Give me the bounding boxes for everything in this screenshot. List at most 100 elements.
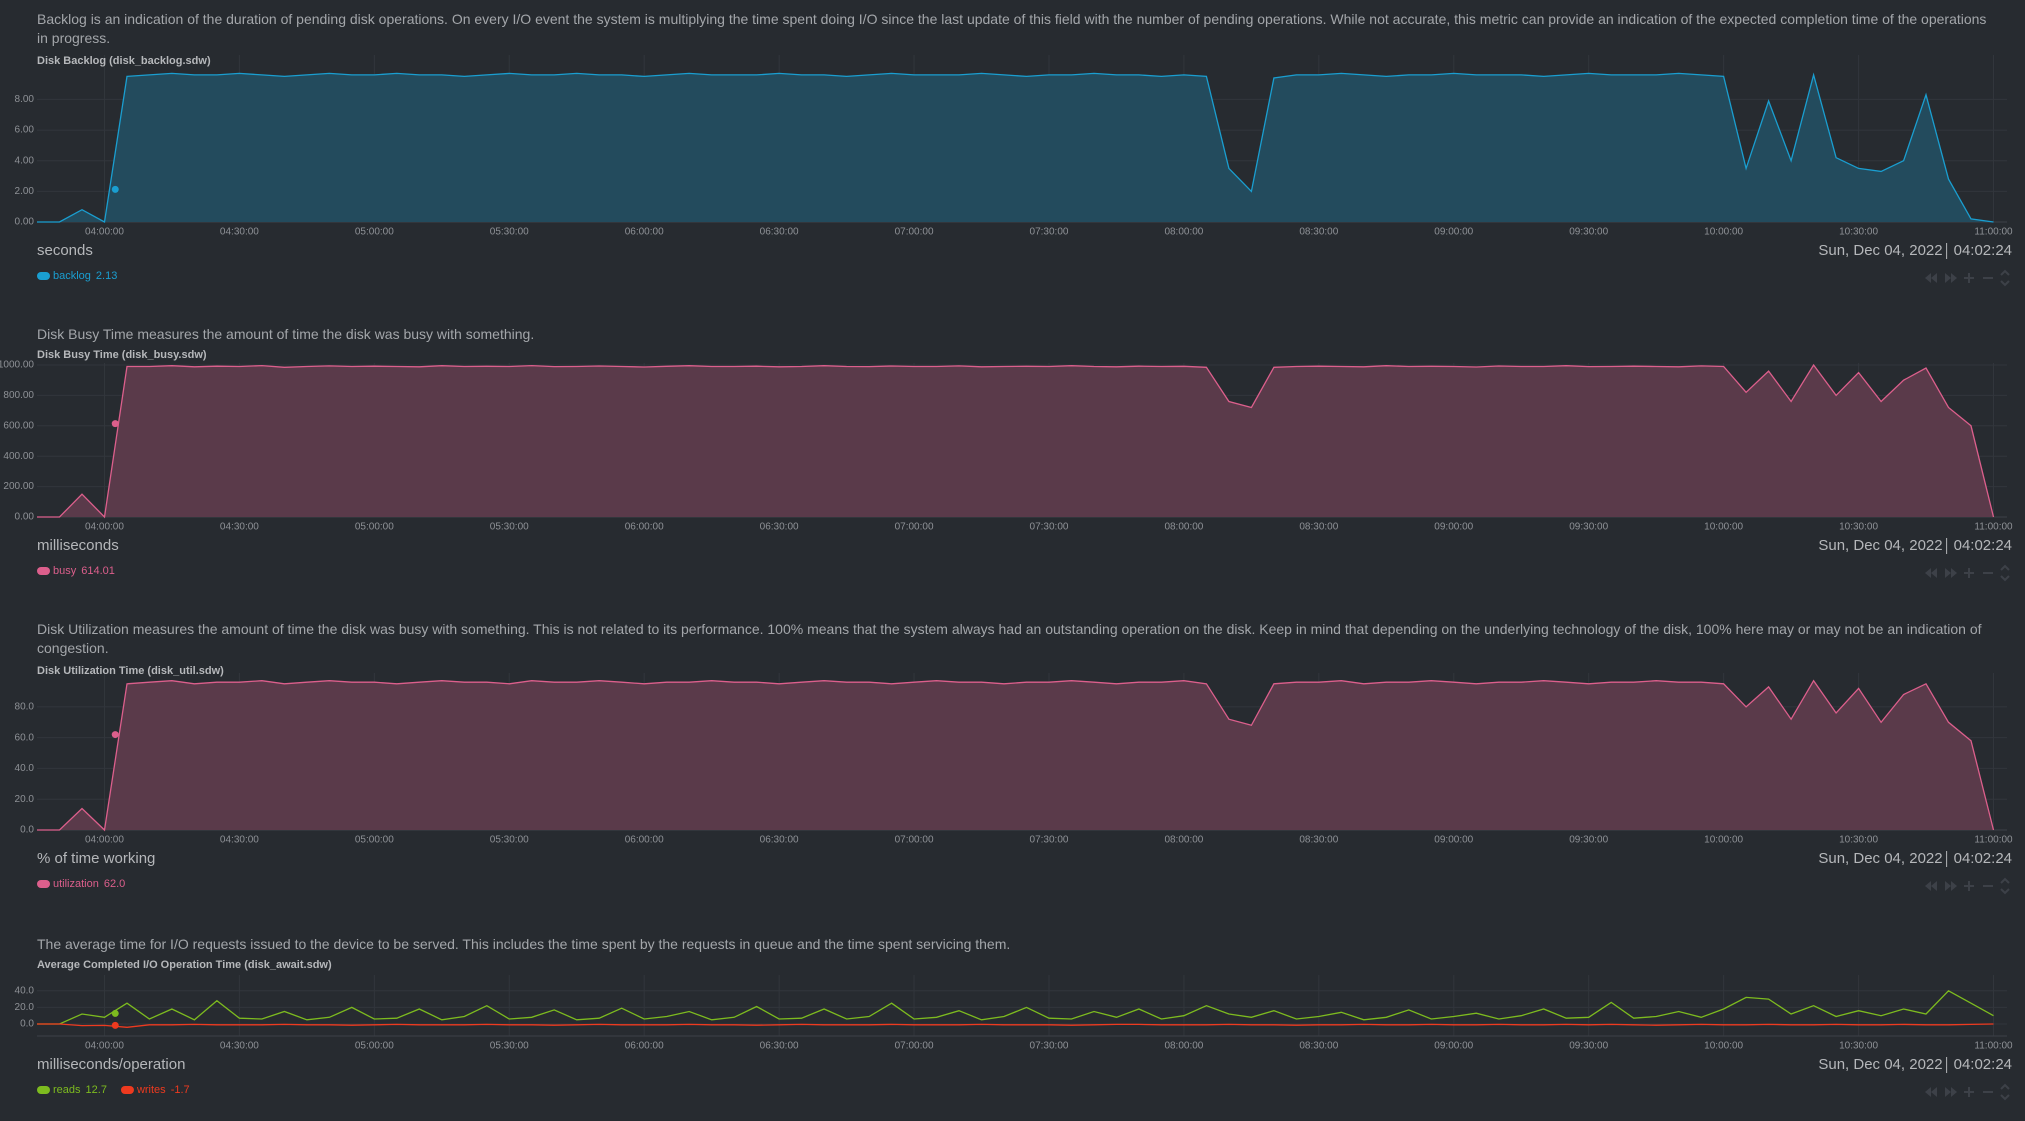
date: Sun, Dec 04, 2022 (1818, 1056, 1942, 1073)
nav-arrow (1945, 1087, 1951, 1097)
chart-title: Disk Busy Time (disk_busy.sdw) (37, 349, 207, 361)
series-line (37, 989, 1994, 1025)
hover-point (111, 1009, 119, 1017)
x-tick-label: 07:30:00 (1030, 1041, 1069, 1052)
x-tick-label: 08:30:00 (1299, 1041, 1338, 1052)
series-line (37, 1023, 1994, 1028)
nav-arrow (1945, 273, 1951, 283)
series-line (37, 72, 1994, 224)
legend-value: 12.7 (86, 1084, 107, 1096)
x-tick-label: 09:30:00 (1569, 227, 1608, 238)
y-tick-label: 0.0 (20, 1019, 34, 1030)
nav-resize (2000, 564, 2010, 582)
y-tick-label: 0.00 (15, 512, 35, 523)
x-tick-label: 05:30:00 (490, 227, 529, 238)
time: 04:02:24 (1954, 242, 2012, 259)
x-tick-label: 11:00:00 (1974, 835, 2013, 846)
x-tick-label: 07:00:00 (895, 835, 934, 846)
area (37, 73, 1994, 223)
units: milliseconds/operation (37, 1056, 185, 1073)
x-tick-label: 07:30:00 (1030, 227, 1069, 238)
series-line (37, 679, 1995, 832)
x-tick-label: 08:00:00 (1164, 522, 1203, 533)
x-tick-label: 08:00:00 (1164, 835, 1203, 846)
y-tick-label: 8.00 (15, 94, 35, 105)
legend-name: busy (53, 565, 77, 577)
x-tick-label: 04:30:00 (220, 522, 259, 533)
area (37, 680, 1994, 830)
x-tick-label: 10:30:00 (1839, 522, 1878, 533)
nav-resize (2000, 877, 2010, 895)
y-tick-label: 20.0 (15, 1002, 35, 1013)
legend-value: -1.7 (171, 1084, 190, 1096)
x-tick-label: 08:30:00 (1299, 522, 1338, 533)
legend-swatch (37, 567, 50, 575)
x-tick-label: 08:00:00 (1164, 1041, 1203, 1052)
date: Sun, Dec 04, 2022 (1818, 537, 1942, 554)
x-tick-label: 09:00:00 (1434, 1041, 1473, 1052)
time: 04:02:24 (1954, 850, 2012, 867)
x-tick-label: 11:00:00 (1974, 522, 2013, 533)
hover-point (111, 731, 119, 739)
x-tick-label: 05:00:00 (355, 227, 394, 238)
legend-name: writes (136, 1084, 166, 1096)
nav-arrow (1925, 881, 1931, 891)
x-tick-label: 04:30:00 (220, 1041, 259, 1052)
x-tick-label: 06:30:00 (760, 227, 799, 238)
x-tick-label: 04:30:00 (220, 227, 259, 238)
nav-resize (2000, 269, 2010, 287)
nav-arrow (1951, 273, 1957, 283)
y-tick-label: 600.00 (3, 420, 34, 431)
chart-description: The average time for I/O requests issued… (37, 936, 1011, 952)
units: seconds (37, 242, 93, 259)
x-tick-label: 04:00:00 (85, 835, 124, 846)
y-tick-label: 200.00 (3, 481, 34, 492)
x-tick-label: 10:30:00 (1839, 835, 1878, 846)
x-tick-label: 08:00:00 (1164, 227, 1203, 238)
x-tick-label: 09:30:00 (1569, 1041, 1608, 1052)
y-tick-label: 4.00 (15, 155, 35, 166)
x-tick-label: 07:00:00 (895, 522, 934, 533)
nav-zoom-in (1964, 1087, 1974, 1097)
x-tick-label: 04:00:00 (85, 227, 124, 238)
x-tick-label: 09:00:00 (1434, 835, 1473, 846)
x-tick-label: 11:00:00 (1974, 227, 2013, 238)
nav-arrow (1931, 1087, 1937, 1097)
legend-value: 2.13 (96, 270, 117, 282)
nav-zoom-in (1964, 273, 1974, 283)
x-tick-label: 07:30:00 (1030, 522, 1069, 533)
legend-swatch (37, 1086, 50, 1094)
x-tick-label: 06:00:00 (625, 1041, 664, 1052)
chart-description: Disk Utilization measures the amount of … (37, 621, 1982, 656)
date: Sun, Dec 04, 2022 (1818, 242, 1942, 259)
units: % of time working (37, 850, 155, 867)
area (37, 365, 1994, 517)
hover-point (111, 1021, 119, 1029)
x-tick-label: 09:30:00 (1569, 522, 1608, 533)
x-tick-label: 10:30:00 (1839, 227, 1878, 238)
x-tick-label: 07:00:00 (895, 1041, 934, 1052)
legend-swatch (37, 880, 50, 888)
legend-value: 62.0 (104, 878, 125, 890)
x-tick-label: 08:30:00 (1299, 227, 1338, 238)
x-tick-label: 04:30:00 (220, 835, 259, 846)
y-tick-label: 40.0 (15, 763, 35, 774)
x-tick-label: 05:00:00 (355, 1041, 394, 1052)
x-tick-label: 06:30:00 (760, 522, 799, 533)
x-tick-label: 09:00:00 (1434, 522, 1473, 533)
x-tick-label: 07:00:00 (895, 227, 934, 238)
x-tick-label: 05:30:00 (490, 835, 529, 846)
units: milliseconds (37, 537, 119, 554)
time: 04:02:24 (1954, 1056, 2012, 1073)
y-tick-label: 800.00 (3, 390, 34, 401)
y-tick-label: 0.0 (20, 825, 34, 836)
x-tick-label: 06:00:00 (625, 835, 664, 846)
y-tick-label: 0.00 (15, 217, 35, 228)
nav-arrow (1925, 568, 1931, 578)
hover-point (111, 420, 119, 428)
x-tick-label: 10:00:00 (1704, 1041, 1743, 1052)
nav-arrow (1951, 881, 1957, 891)
chart-title: Average Completed I/O Operation Time (di… (37, 959, 332, 971)
x-tick-label: 07:30:00 (1030, 835, 1069, 846)
